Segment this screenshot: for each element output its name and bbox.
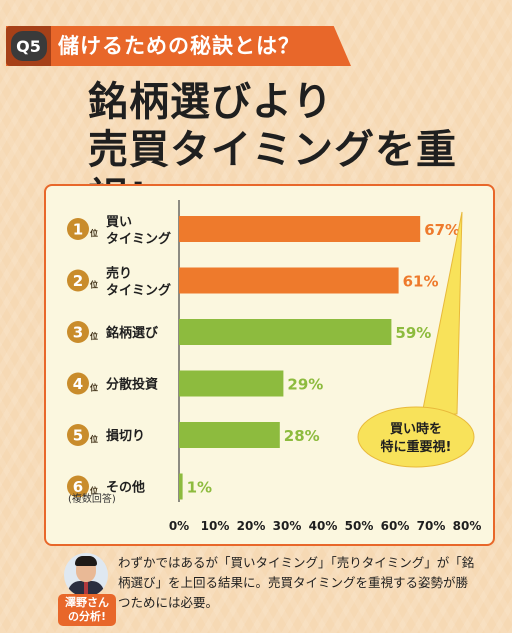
analyst-tie (84, 581, 88, 595)
x-tick-label: 30% (273, 519, 302, 533)
rank-circle-5 (67, 424, 89, 446)
analyst-badge-line-1: 澤野さん (65, 596, 109, 609)
bar-4 (179, 370, 284, 397)
rank-number-6: 6 (73, 478, 83, 496)
x-tick-label: 20% (237, 519, 266, 533)
x-tick-label: 40% (309, 519, 338, 533)
chart-card (44, 184, 495, 546)
analyst-badge: 澤野さん の分析! (58, 594, 116, 626)
question-badge: Q5 (6, 26, 51, 66)
rank-circle-3 (67, 321, 89, 343)
analyst-photo (64, 553, 108, 597)
rank-number-5: 5 (73, 427, 83, 445)
rank-suffix-5: 位 (90, 434, 98, 444)
value-label-1: 67% (424, 221, 460, 239)
x-tick-label: 80% (453, 519, 482, 533)
value-label-3: 59% (395, 324, 431, 342)
ranking-bar-chart: 1 位買いタイミング67%2 位売りタイミング61%3 位銘柄選び 59%4 位分散投資 2… (67, 200, 482, 533)
category-label-2-line-1: 売り (106, 266, 132, 282)
bar-6 (179, 473, 183, 500)
bar-2 (179, 267, 399, 294)
bar-3 (179, 319, 392, 345)
rank-number-4: 4 (73, 375, 83, 393)
rank-number-1: 1 (73, 221, 83, 239)
headline-line-1: 銘柄選びより (88, 79, 334, 125)
category-label-3: 銘柄選び (106, 325, 159, 341)
value-label-2: 61% (403, 273, 439, 291)
category-label-1-line-2: タイミング (106, 231, 171, 247)
x-tick-label: 0% (169, 519, 189, 533)
analyst-badge-line-2: の分析! (67, 610, 107, 623)
value-label-4: 29% (287, 376, 323, 394)
rank-suffix-3: 位 (90, 331, 98, 341)
question-banner (6, 26, 351, 66)
callout-line-1: 買い時を (390, 421, 442, 437)
category-label-1-line-1: 買い (106, 215, 132, 230)
analyst-hair (75, 556, 97, 566)
category-label-4: 分散投資 (106, 377, 158, 393)
bar-5 (179, 422, 280, 448)
question-number: Q5 (10, 31, 47, 61)
x-tick-label: 10% (201, 519, 230, 533)
value-label-6: 1% (187, 479, 212, 497)
rank-circle-2 (67, 269, 89, 292)
category-label-6: その他 (106, 480, 145, 496)
bar-1 (179, 216, 421, 242)
analysis-text: わずかではあるが「買いタイミング」「売りタイミング」が「銘柄選び」を上回る結果に… (118, 555, 475, 610)
rank-suffix-6: 位 (90, 486, 98, 496)
callout-tail (421, 211, 463, 415)
callout-bubble (357, 406, 475, 468)
rank-circle-1 (67, 218, 89, 240)
rank-suffix-4: 位 (90, 383, 98, 393)
x-tick-label: 50% (345, 519, 374, 533)
category-label-5: 損切り (106, 428, 145, 444)
category-label-2-line-2: タイミング (106, 283, 171, 299)
rank-suffix-1: 位 (90, 228, 98, 238)
question-text: 儲けるための秘訣とは？ (58, 34, 300, 58)
value-label-5: 28% (284, 427, 320, 445)
rank-suffix-2: 位 (90, 280, 98, 290)
rank-number-3: 3 (73, 324, 83, 342)
multiple-answer-note: (複数回答) (68, 492, 116, 505)
rank-number-2: 2 (73, 272, 83, 290)
callout-line-2: 特に重要視! (381, 439, 452, 455)
x-tick-label: 70% (417, 519, 446, 533)
rank-circle-4 (67, 372, 89, 395)
x-tick-label: 60% (381, 519, 410, 533)
rank-circle-6 (67, 475, 89, 498)
headline: 銘柄選びより 売買タイミングを重視! (88, 78, 512, 222)
